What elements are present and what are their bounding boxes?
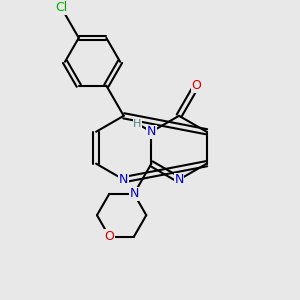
- Text: O: O: [104, 230, 114, 243]
- Text: O: O: [191, 79, 201, 92]
- Text: N: N: [147, 125, 156, 138]
- Text: Cl: Cl: [55, 1, 68, 14]
- Text: H: H: [134, 119, 142, 129]
- Text: N: N: [129, 187, 139, 200]
- Text: N: N: [174, 173, 184, 186]
- Text: N: N: [119, 173, 128, 186]
